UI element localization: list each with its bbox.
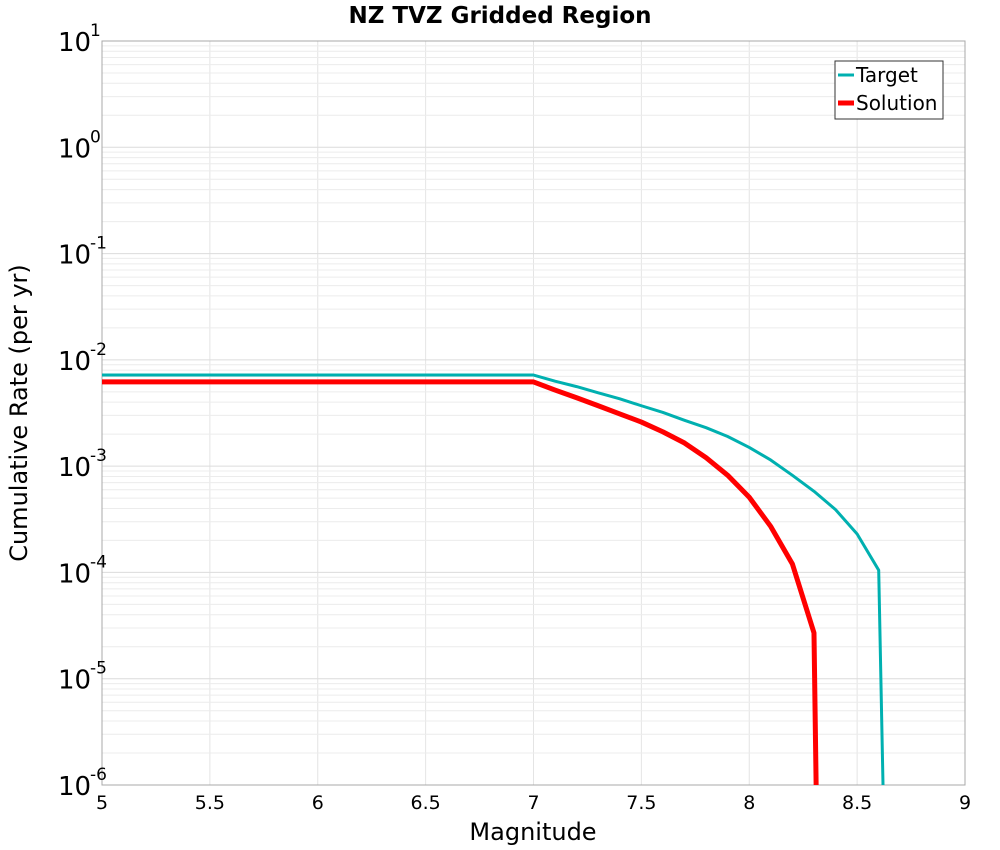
x-tick-label: 7 xyxy=(527,792,539,814)
legend-label-solution: Solution xyxy=(856,91,937,115)
y-axis-label: Cumulative Rate (per yr) xyxy=(5,264,33,562)
y-tick-label: 10-5 xyxy=(58,659,107,696)
series-line-target xyxy=(102,373,885,786)
chart-title: NZ TVZ Gridded Region xyxy=(348,3,651,29)
legend-label-target: Target xyxy=(855,63,918,87)
y-tick-exponent: -4 xyxy=(90,552,107,572)
series-layer xyxy=(102,373,885,786)
legend: Target Solution xyxy=(834,60,944,120)
y-tick-exponent: -3 xyxy=(90,446,107,466)
y-tick-label: 10-1 xyxy=(58,234,107,271)
y-tick-label: 10-6 xyxy=(58,765,107,802)
y-tick-base: 10 xyxy=(58,241,91,271)
y-tick-label: 101 xyxy=(58,21,101,58)
x-tick-label: 6.5 xyxy=(411,792,441,814)
y-tick-base: 10 xyxy=(58,28,91,58)
series-line-solution xyxy=(102,379,819,786)
x-tick-label: 5.5 xyxy=(195,792,225,814)
plot-frame xyxy=(101,40,966,786)
x-tick-label: 6 xyxy=(312,792,324,814)
grid xyxy=(101,41,966,786)
x-tick-label: 8.5 xyxy=(842,792,872,814)
y-tick-base: 10 xyxy=(58,772,91,802)
x-tick-label: 5 xyxy=(96,792,108,814)
x-tick-label: 7.5 xyxy=(626,792,656,814)
x-axis-label: Magnitude xyxy=(469,818,596,846)
x-tick-label: 9 xyxy=(959,792,971,814)
x-tick-label: 8 xyxy=(743,792,755,814)
y-tick-base: 10 xyxy=(58,666,91,696)
y-tick-exponent: -1 xyxy=(90,234,107,254)
y-tick-base: 10 xyxy=(58,347,91,377)
y-tick-base: 10 xyxy=(58,134,91,164)
y-tick-exponent: 0 xyxy=(90,127,101,147)
y-tick-exponent: -6 xyxy=(90,765,107,785)
tick-labels: 5 5.5 6 6.5 7 7.5 8 8.5 910-610-510-410-310-210-… xyxy=(58,21,971,814)
y-tick-exponent: -2 xyxy=(90,340,107,360)
y-tick-base: 10 xyxy=(58,453,91,483)
y-tick-exponent: 1 xyxy=(90,21,101,41)
y-tick-label: 10-3 xyxy=(58,446,107,483)
y-tick-label: 10-4 xyxy=(58,552,107,589)
y-tick-label: 10-2 xyxy=(58,340,107,377)
legend-box xyxy=(834,60,944,120)
y-tick-label: 100 xyxy=(58,127,101,164)
y-tick-exponent: -5 xyxy=(90,659,107,679)
y-tick-base: 10 xyxy=(58,559,91,589)
